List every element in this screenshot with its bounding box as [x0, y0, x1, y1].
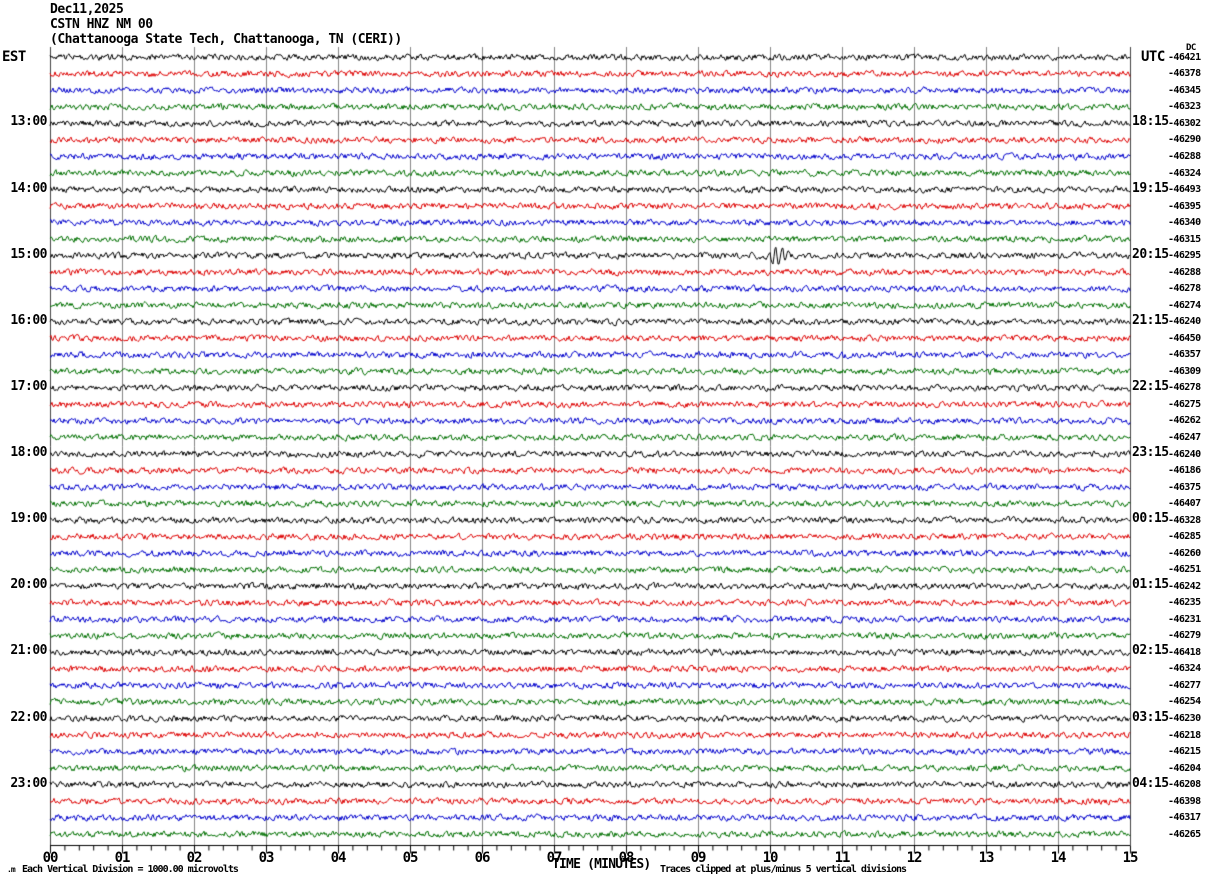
dc-offset-value: -46240 [1168, 448, 1201, 460]
x-axis-tick-label: 08 [618, 850, 635, 866]
corner-glyph: .m [7, 865, 16, 874]
dc-offset-value: -46215 [1168, 746, 1201, 758]
hour-label-est: 21:00 [10, 643, 47, 659]
dc-offset-value: -46260 [1168, 547, 1201, 559]
dc-offset-value: -46230 [1168, 713, 1201, 724]
hour-label-est: 17:00 [10, 378, 47, 394]
hour-label-utc: 19:15 [1132, 180, 1169, 196]
x-axis-tick-label: 07 [546, 850, 563, 866]
dc-offset-value: -46288 [1168, 150, 1201, 162]
dc-offset-value: -46398 [1168, 795, 1201, 807]
hour-label-est: 23:00 [10, 775, 47, 791]
x-axis-title: TIME (MINUTES) [552, 857, 651, 872]
hour-label-utc: 21:15 [1132, 312, 1169, 328]
x-axis-tick-label: 12 [906, 850, 923, 866]
dc-offset-value: -46235 [1168, 597, 1201, 609]
dc-offset-value: -46302 [1168, 117, 1201, 129]
hour-label-utc: 18:15 [1132, 114, 1169, 130]
hour-label-est: 19:00 [10, 511, 47, 527]
dc-offset-value: -46450 [1168, 332, 1201, 344]
dc-offset-value: -46247 [1168, 431, 1201, 443]
x-axis-tick-label: 09 [690, 850, 707, 866]
dc-offset-value: -46278 [1168, 382, 1201, 394]
dc-offset-value: -46345 [1168, 84, 1201, 96]
dc-offset-value: -46278 [1168, 283, 1201, 295]
dc-offset-value: -46279 [1168, 630, 1201, 642]
dc-offset-value: -46309 [1168, 365, 1201, 377]
x-axis-tick-label: 13 [978, 850, 995, 866]
hour-label-est: 18:00 [10, 445, 47, 461]
dc-offset-value: -46324 [1168, 167, 1201, 179]
dc-offset-value: -46285 [1168, 531, 1201, 543]
dc-offset-value: -46493 [1168, 184, 1201, 196]
x-axis-tick-label: 02 [186, 850, 203, 866]
hour-label-est: 22:00 [10, 709, 47, 725]
hour-label-est: 20:00 [10, 577, 47, 593]
dc-offset-value: -46328 [1168, 514, 1201, 526]
dc-offset-value: -46323 [1168, 101, 1201, 113]
dc-offset-value: -46254 [1168, 696, 1201, 708]
x-axis-tick-label: 04 [330, 850, 347, 866]
x-axis-tick-label: 00 [42, 850, 59, 866]
dc-offset-value: -46421 [1168, 51, 1201, 63]
dc-offset-value: -46395 [1168, 200, 1201, 212]
dc-offset-value: -46275 [1168, 398, 1201, 410]
dc-offset-value: -46274 [1168, 299, 1201, 311]
hour-label-utc: 03:15 [1132, 709, 1169, 725]
x-axis-tick-label: 11 [834, 850, 851, 866]
dc-column-label: DC [1186, 43, 1196, 53]
header-station: CSTN HNZ NM 00 [50, 17, 153, 32]
header-date: Dec11,2025 [50, 2, 124, 17]
x-axis-tick-label: 15 [1122, 850, 1139, 866]
hour-label-utc: 23:15 [1132, 445, 1169, 461]
dc-offset-value: -46218 [1168, 729, 1201, 741]
hour-label-utc: 22:15 [1132, 378, 1169, 394]
dc-offset-value: -46418 [1168, 646, 1201, 658]
x-axis-tick-label: 03 [258, 850, 275, 866]
dc-offset-value: -46204 [1168, 762, 1201, 774]
hour-label-utc: 04:15 [1132, 775, 1169, 791]
dc-offset-value: -46378 [1168, 68, 1201, 80]
dc-offset-value: -46324 [1168, 663, 1201, 675]
x-axis-tick-label: 10 [762, 850, 779, 866]
hour-label-utc: 02:15 [1132, 643, 1169, 659]
scale-note: Each Vertical Division = 1000.00 microvo… [22, 864, 239, 875]
dc-offset-value: -46186 [1168, 465, 1201, 477]
header-location: (Chattanooga State Tech, Chattanooga, TN… [50, 32, 402, 47]
hour-label-est: 13:00 [10, 114, 47, 130]
hour-label-est: 15:00 [10, 246, 47, 262]
dc-offset-value: -46288 [1168, 266, 1201, 278]
x-axis-tick-label: 14 [1050, 850, 1067, 866]
dc-offset-value: -46357 [1168, 349, 1201, 361]
dc-offset-value: -46208 [1168, 779, 1201, 791]
dc-offset-value: -46251 [1168, 564, 1201, 576]
dc-offset-value: -46375 [1168, 481, 1201, 493]
hour-label-utc: 00:15 [1132, 511, 1169, 527]
x-axis-tick-label: 05 [402, 850, 419, 866]
hour-label-utc: 01:15 [1132, 577, 1169, 593]
hour-label-utc: 20:15 [1132, 246, 1169, 262]
dc-offset-value: -46407 [1168, 498, 1201, 510]
clip-note: Traces clipped at plus/minus 5 vertical … [660, 864, 907, 875]
dc-offset-value: -46315 [1168, 233, 1201, 245]
dc-offset-value: -46265 [1168, 828, 1201, 840]
dc-offset-value: -46290 [1168, 134, 1201, 146]
utc-timezone-label: UTC [1141, 49, 1165, 65]
dc-offset-value: -46231 [1168, 613, 1201, 625]
x-axis-tick-label: 06 [474, 850, 491, 866]
dc-offset-value: -46242 [1168, 580, 1201, 592]
dc-offset-value: -46295 [1168, 250, 1201, 262]
hour-label-est: 14:00 [10, 180, 47, 196]
dc-offset-value: -46240 [1168, 316, 1201, 328]
x-axis-tick-label: 01 [114, 850, 131, 866]
dc-offset-value: -46262 [1168, 415, 1201, 427]
dc-offset-value: -46277 [1168, 679, 1201, 691]
est-timezone-label: EST [2, 49, 26, 65]
hour-label-est: 16:00 [10, 312, 47, 328]
dc-offset-value: -46340 [1168, 217, 1201, 229]
dc-offset-value: -46317 [1168, 812, 1201, 824]
